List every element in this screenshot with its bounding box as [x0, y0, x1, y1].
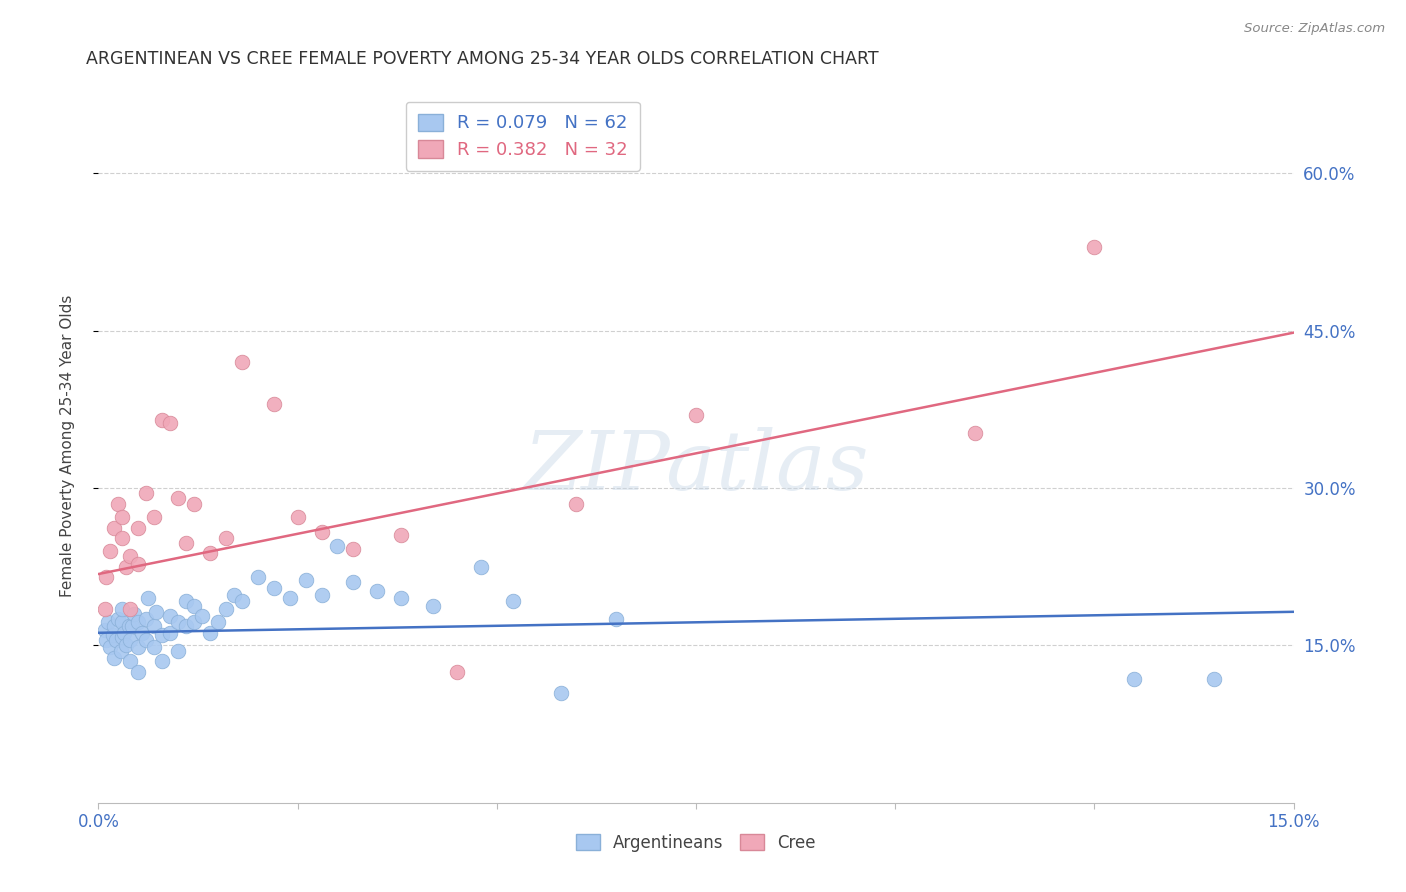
Text: ZIPatlas: ZIPatlas [523, 427, 869, 508]
Point [120, 549, 142, 564]
Point [111, 532, 134, 546]
Point [191, 609, 214, 624]
Point [118, 619, 141, 633]
Point [120, 654, 142, 668]
Legend: Argentineans, Cree: Argentineans, Cree [569, 828, 823, 859]
Point [150, 413, 173, 427]
Point [389, 528, 412, 542]
Point [96, 570, 118, 584]
Point [150, 654, 173, 668]
Point [605, 612, 627, 626]
Point [143, 510, 166, 524]
Point [263, 397, 285, 411]
Point [121, 619, 143, 633]
Point [127, 640, 149, 655]
Point [159, 625, 181, 640]
Point [342, 575, 364, 590]
Point [101, 628, 124, 642]
Point [120, 601, 142, 615]
Point [124, 607, 146, 621]
Point [174, 594, 197, 608]
Point [167, 615, 190, 630]
Point [246, 570, 269, 584]
Point [198, 546, 221, 560]
Point [342, 541, 364, 556]
Point [198, 625, 221, 640]
Point [183, 497, 205, 511]
Point [127, 665, 149, 679]
Point [103, 651, 125, 665]
Point [97, 615, 120, 630]
Point [470, 559, 492, 574]
Point [111, 601, 134, 615]
Point [183, 599, 205, 613]
Point [131, 625, 153, 640]
Point [96, 633, 118, 648]
Point [127, 557, 149, 571]
Point [1083, 239, 1105, 253]
Point [1202, 672, 1225, 686]
Point [94, 623, 117, 637]
Point [215, 532, 238, 546]
Point [565, 497, 588, 511]
Point [107, 612, 129, 626]
Point [111, 510, 134, 524]
Point [135, 612, 157, 626]
Point [422, 599, 444, 613]
Point [311, 524, 333, 539]
Point [107, 497, 129, 511]
Point [174, 535, 197, 549]
Point [115, 559, 138, 574]
Point [145, 605, 167, 619]
Point [127, 521, 149, 535]
Point [103, 521, 125, 535]
Point [294, 574, 316, 588]
Point [183, 615, 205, 630]
Text: Source: ZipAtlas.com: Source: ZipAtlas.com [1244, 22, 1385, 36]
Point [150, 628, 173, 642]
Point [685, 408, 707, 422]
Point [231, 594, 253, 608]
Point [112, 625, 135, 640]
Point [104, 633, 127, 648]
Point [222, 588, 245, 602]
Point [127, 615, 149, 630]
Y-axis label: Female Poverty Among 25-34 Year Olds: Female Poverty Among 25-34 Year Olds [60, 295, 75, 597]
Point [263, 581, 285, 595]
Point [115, 639, 138, 653]
Point [111, 630, 134, 644]
Point [389, 591, 412, 606]
Point [167, 491, 190, 506]
Point [111, 615, 134, 630]
Point [110, 643, 132, 657]
Point [159, 609, 181, 624]
Point [120, 633, 142, 648]
Point [136, 591, 159, 606]
Point [446, 665, 468, 679]
Point [98, 544, 122, 558]
Point [94, 601, 117, 615]
Text: ARGENTINEAN VS CREE FEMALE POVERTY AMONG 25-34 YEAR OLDS CORRELATION CHART: ARGENTINEAN VS CREE FEMALE POVERTY AMONG… [87, 50, 879, 68]
Point [167, 643, 190, 657]
Point [550, 685, 572, 699]
Point [98, 640, 122, 655]
Point [159, 416, 181, 430]
Point [278, 591, 301, 606]
Point [326, 539, 349, 553]
Point [366, 583, 388, 598]
Point [103, 619, 125, 633]
Point [963, 426, 986, 441]
Point [174, 619, 197, 633]
Point [135, 633, 157, 648]
Point [502, 594, 524, 608]
Point [311, 588, 333, 602]
Point [143, 640, 166, 655]
Point [1123, 672, 1146, 686]
Point [207, 615, 229, 630]
Point [135, 486, 157, 500]
Point [231, 355, 253, 369]
Point [287, 510, 309, 524]
Point [215, 601, 238, 615]
Point [143, 619, 166, 633]
